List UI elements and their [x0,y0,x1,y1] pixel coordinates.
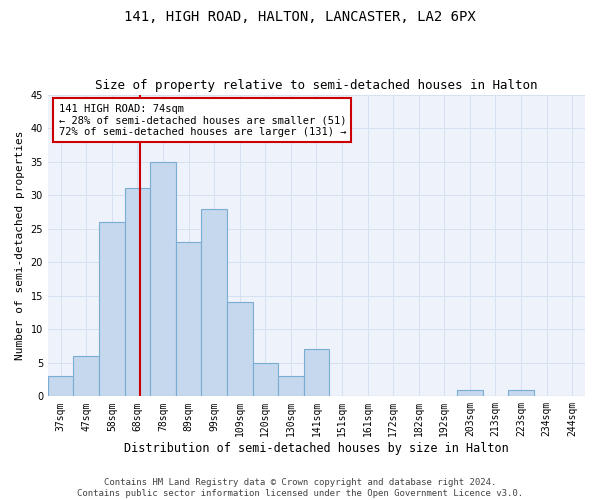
X-axis label: Distribution of semi-detached houses by size in Halton: Distribution of semi-detached houses by … [124,442,509,455]
Bar [150,162,176,396]
Bar [253,363,278,396]
Title: Size of property relative to semi-detached houses in Halton: Size of property relative to semi-detach… [95,79,538,92]
Bar [125,188,150,396]
Y-axis label: Number of semi-detached properties: Number of semi-detached properties [15,130,25,360]
Bar [508,390,534,396]
Text: Contains HM Land Registry data © Crown copyright and database right 2024.
Contai: Contains HM Land Registry data © Crown c… [77,478,523,498]
Bar [99,222,125,396]
Bar [202,208,227,396]
Bar [176,242,202,396]
Bar [304,350,329,397]
Bar [73,356,99,397]
Bar [48,376,73,396]
Bar [227,302,253,396]
Text: 141 HIGH ROAD: 74sqm
← 28% of semi-detached houses are smaller (51)
72% of semi-: 141 HIGH ROAD: 74sqm ← 28% of semi-detac… [59,104,346,137]
Bar [278,376,304,396]
Bar [457,390,482,396]
Text: 141, HIGH ROAD, HALTON, LANCASTER, LA2 6PX: 141, HIGH ROAD, HALTON, LANCASTER, LA2 6… [124,10,476,24]
